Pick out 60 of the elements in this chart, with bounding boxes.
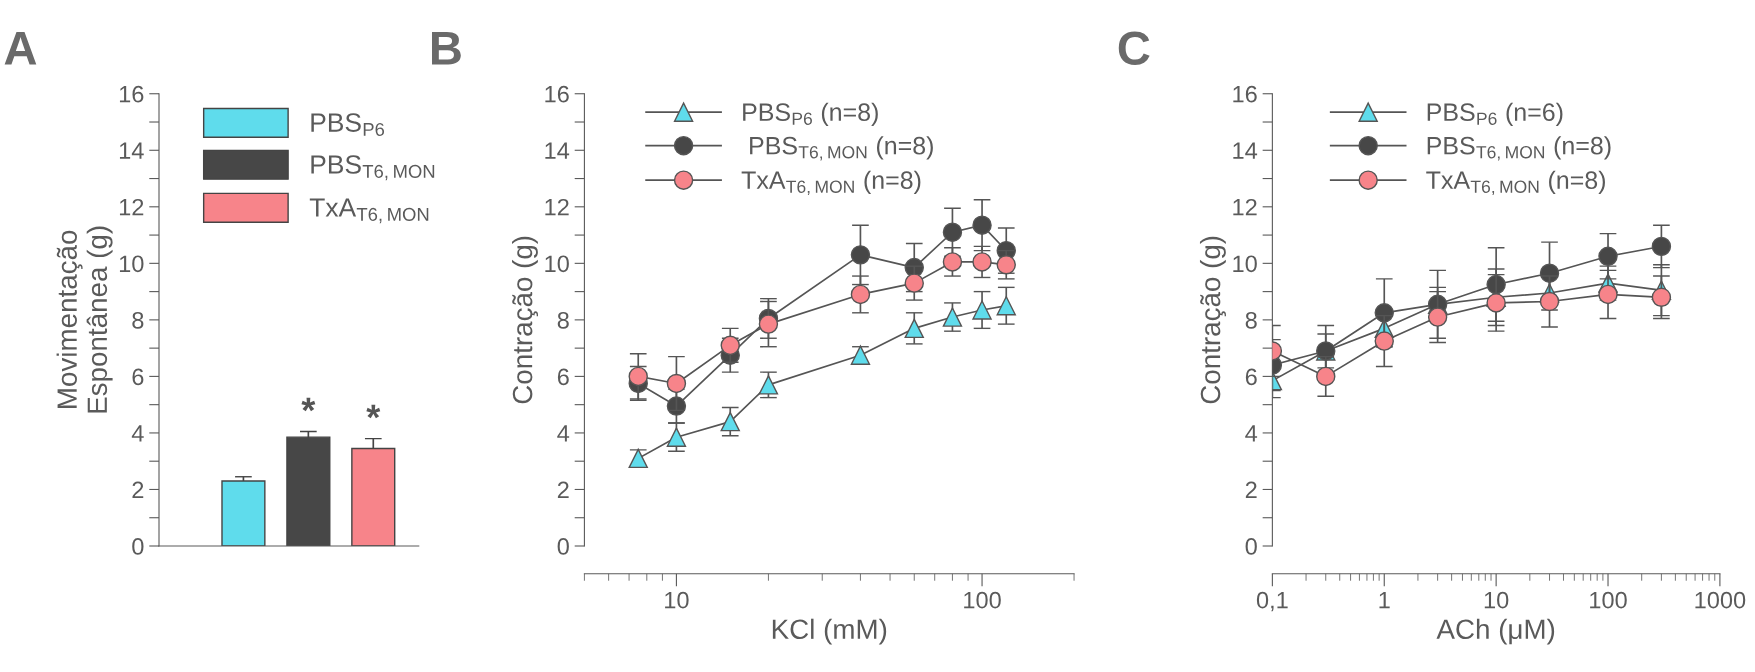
chart-title: A	[4, 32, 37, 65]
y-tick-label: 0	[557, 538, 569, 555]
chart-title: B	[432, 32, 461, 65]
y-tick-label: 2	[132, 481, 144, 499]
x-tick-label: 1000	[1695, 591, 1746, 609]
x-tick-label: 10	[665, 591, 689, 609]
y-tick-label: 12	[1233, 198, 1257, 216]
legend-label: PBS$_{T6,MON}$ (n=8)	[1427, 136, 1611, 161]
y-tick-label: 10	[119, 255, 144, 273]
point	[1651, 236, 1672, 257]
point	[1598, 284, 1618, 305]
chart-title: C	[1118, 31, 1150, 65]
legend-label: TxA$_{T6,MON}$ (n=8)	[741, 170, 921, 195]
legend-label: TxA$_{T6,MON}$	[309, 198, 429, 224]
y-tick-label: 14	[119, 142, 144, 159]
annotation: *	[366, 404, 381, 419]
y-tick-label: 12	[119, 198, 144, 216]
x-tick-label: 10	[1484, 591, 1509, 609]
y-axis-title: Contração (g)	[512, 236, 539, 404]
point	[1486, 293, 1506, 313]
legend-label: PBS$_{P6}$ (n=8)	[743, 102, 878, 126]
y-tick-label: 6	[557, 368, 569, 386]
x-tick-label: 100	[964, 591, 1001, 609]
legend-label: PBS$_{T6,MON}$	[311, 155, 435, 181]
y-tick-label: 14	[545, 142, 570, 159]
x-tick-label: 0,1	[1256, 591, 1288, 612]
legend-label: PBS$_{P6}$	[311, 113, 385, 136]
y-tick-label: 16	[119, 85, 144, 103]
y-tick-label: 8	[557, 311, 569, 329]
legend-label: PBS$_{T6,MON}$ (n=8)	[750, 136, 933, 161]
y-tick-label: 4	[557, 425, 570, 442]
x-axis-title: ACh (μM)	[1436, 618, 1555, 645]
legend-label: PBS$_{P6}$ (n=6)	[1427, 102, 1563, 126]
y-tick-label: 2	[557, 481, 569, 499]
y-tick-label: 2	[1245, 481, 1257, 499]
x-tick-label: 100	[1590, 591, 1627, 609]
x-axis-title: KCl (mM)	[772, 618, 887, 645]
y-tick-label: 16	[1233, 85, 1257, 103]
y-tick-label: 4	[1245, 425, 1258, 442]
y-tick-label: 6	[1245, 368, 1257, 386]
y-tick-label: 6	[132, 368, 144, 386]
y-tick-label: 0	[1245, 538, 1257, 555]
y-tick-label: 4	[131, 425, 144, 442]
y-tick-label: 14	[1233, 142, 1258, 159]
annotation: *	[301, 397, 316, 412]
x-tick-label: 1	[1379, 592, 1390, 609]
y-tick-label: 16	[545, 85, 569, 103]
y-tick-label: 10	[1233, 255, 1257, 273]
y-tick-label: 8	[1245, 311, 1257, 329]
point	[1374, 331, 1394, 351]
point	[1598, 246, 1618, 266]
y-tick-label: 8	[132, 311, 144, 329]
y-tick-label: 10	[545, 255, 569, 273]
y-tick-label: 12	[545, 198, 569, 216]
y-tick-label: 0	[132, 538, 144, 555]
legend-label: TxA$_{T6,MON}$ (n=8)	[1426, 170, 1605, 195]
point	[1539, 291, 1560, 312]
y-axis-title: Contração (g)	[1199, 236, 1226, 404]
y-axis-title: Movimentação Espontânea (g)	[56, 226, 113, 413]
point	[1651, 287, 1672, 307]
